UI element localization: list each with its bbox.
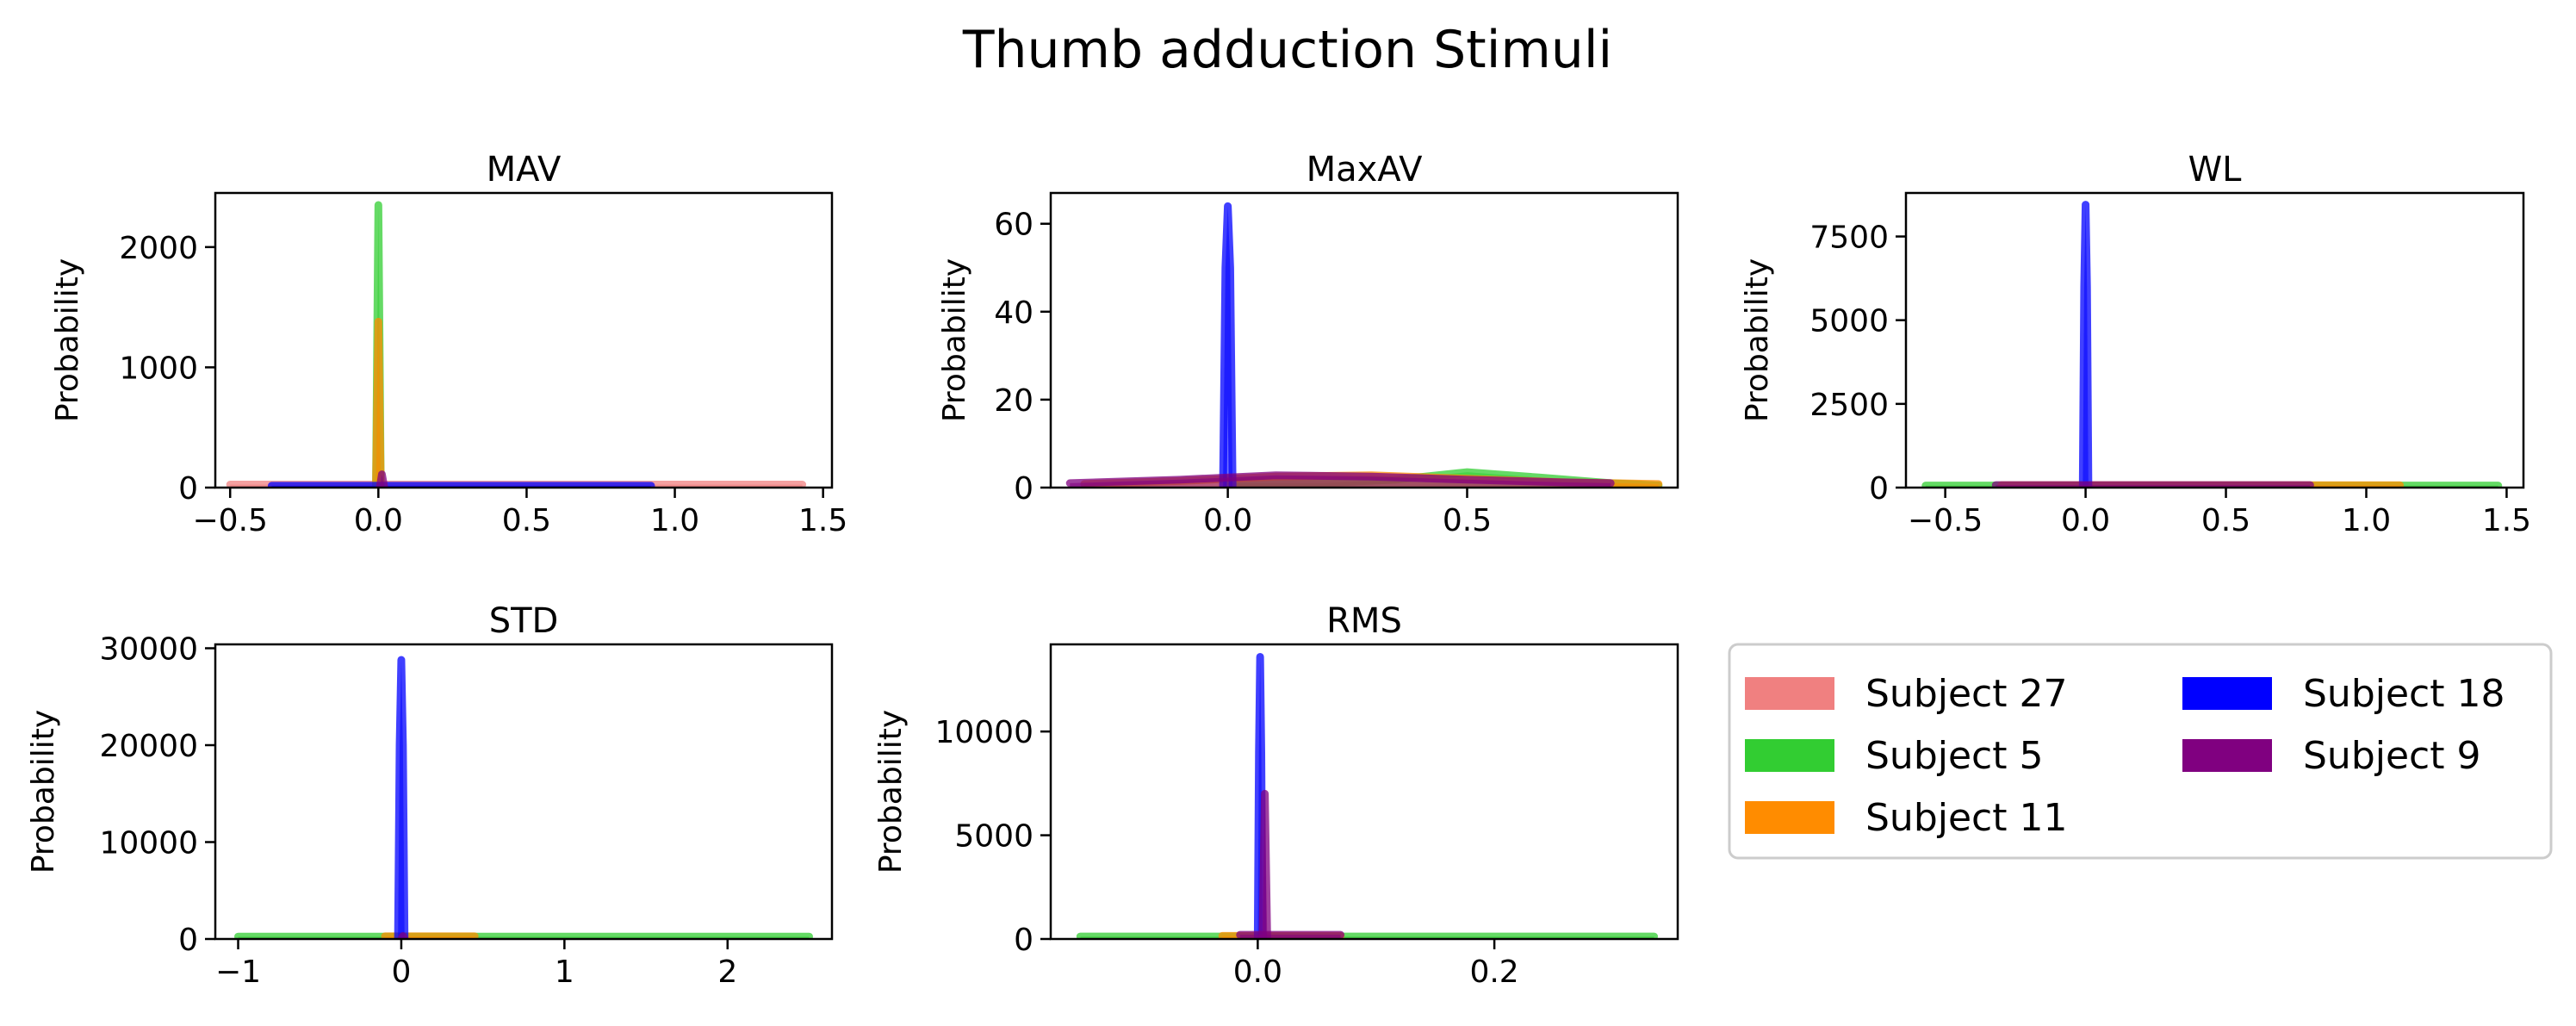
subplot-rms: RMS Probability 0.0 0.2 0 5000 10000	[873, 601, 1679, 990]
xtick-label: 1.0	[650, 503, 699, 538]
subplot-std: STD Probability −1 0 1 2 0 10000 20000 30000	[26, 601, 834, 990]
xtick-label: −0.5	[193, 503, 268, 538]
ylabel-std: Probability	[26, 710, 61, 874]
legend-swatch	[1745, 739, 1834, 772]
plot-area-maxav	[1065, 202, 1663, 488]
axes-frame-std	[214, 643, 834, 941]
xtick-label: 2	[717, 954, 737, 990]
ytick-label: 7500	[1809, 221, 1889, 256]
ytick-label: 2500	[1809, 388, 1889, 423]
series-line-subject-11	[372, 317, 385, 488]
ylabel-maxav: Probability	[937, 258, 972, 422]
xtick-label: 0.2	[1469, 954, 1518, 990]
legend-label: Subject 5	[1865, 734, 2043, 778]
ytick-label: 10000	[934, 715, 1034, 750]
legend-label: Subject 18	[2303, 672, 2505, 716]
ytick-label: 1000	[119, 351, 198, 386]
xtick-label: 0.0	[1233, 954, 1282, 990]
series-line-subject-9	[1065, 471, 1615, 488]
ytick-label: 40	[994, 295, 1034, 331]
axes-frame-wl	[1904, 191, 2525, 489]
ytick-label: 20000	[99, 729, 198, 764]
series-line-subject-9	[1258, 789, 1271, 939]
axes-frame-mav	[214, 191, 834, 489]
ytick-label: 30000	[99, 632, 198, 668]
xtick-label: 0.5	[2201, 503, 2250, 538]
legend-item-subject-11: Subject 11	[1745, 796, 2067, 840]
legend-label: Subject 11	[1865, 796, 2067, 840]
series-line-subject-18	[394, 656, 409, 939]
legend-swatch	[2182, 677, 2272, 710]
xtick-label: 0.0	[1203, 503, 1252, 538]
ylabel-rms: Probability	[873, 710, 909, 874]
xtick-label: 1	[555, 954, 574, 990]
xtick-label: 1.5	[2482, 503, 2531, 538]
xtick-label: 0.0	[354, 503, 403, 538]
ytick-label: 0	[1014, 923, 1034, 958]
xtick-label: 1.5	[798, 503, 847, 538]
xtick-label: −0.5	[1908, 503, 1983, 538]
ytick-label: 0	[1869, 471, 1889, 507]
legend-label: Subject 27	[1865, 672, 2067, 716]
subplot-mav: MAV Probability −0.5 0.0 0.5 1.0 1.5 0 1000 2000	[50, 150, 847, 538]
legend: Subject 27 Subject 5 Subject 11 Subject 18 S…	[1728, 643, 2553, 860]
ytick-label: 2000	[119, 231, 198, 266]
series-line-subject-18	[1219, 202, 1237, 488]
subplot-wl: WL Probability −0.5 0.0 0.5 1.0 1.5 0 2500 5000 75…	[1740, 150, 2531, 538]
ytick-label: 20	[994, 383, 1034, 419]
series-line-subject-18	[2078, 201, 2093, 488]
subplot-title-maxav: MaxAV	[1307, 150, 1424, 190]
xtick-label: 0	[391, 954, 411, 990]
ytick-label: 0	[1014, 471, 1034, 507]
xtick-label: −1	[215, 954, 261, 990]
axes-frame-maxav	[1049, 191, 1679, 489]
legend-swatch	[1745, 801, 1834, 834]
series-line-subject-9	[376, 470, 388, 488]
series-fill-subject-9	[1070, 475, 1611, 488]
axes-frame-rms	[1049, 643, 1679, 941]
ylabel-wl: Probability	[1740, 258, 1775, 422]
legend-label: Subject 9	[2303, 734, 2480, 778]
ytick-label: 60	[994, 208, 1034, 243]
subplot-title-mav: MAV	[487, 150, 562, 190]
ylabel-mav: Probability	[50, 258, 85, 422]
legend-item-subject-5: Subject 5	[1745, 734, 2043, 778]
xtick-label: 0.0	[2061, 503, 2110, 538]
legend-item-subject-9: Subject 9	[2182, 734, 2480, 778]
subplot-title-std: STD	[489, 601, 559, 641]
subplot-maxav: MaxAV Probability 0.0 0.5 0 20 40 60	[937, 150, 1679, 538]
plot-area-std	[234, 656, 813, 939]
legend-item-subject-27: Subject 27	[1745, 672, 2067, 716]
ytick-label: 0	[178, 923, 198, 958]
legend-swatch	[1745, 677, 1834, 710]
subplot-title-rms: RMS	[1326, 601, 1402, 641]
ytick-label: 5000	[1809, 304, 1889, 339]
legend-swatch	[2182, 739, 2272, 772]
subplot-title-wl: WL	[2188, 150, 2243, 190]
xtick-label: 1.0	[2342, 503, 2391, 538]
ytick-label: 10000	[99, 826, 198, 861]
xtick-label: 0.5	[502, 503, 551, 538]
xtick-label: 0.5	[1443, 503, 1492, 538]
figure-title: Thumb adduction Stimuli	[962, 20, 1612, 80]
ytick-label: 5000	[954, 819, 1034, 855]
ytick-label: 0	[178, 471, 198, 507]
legend-item-subject-18: Subject 18	[2182, 672, 2505, 716]
legend-frame	[1728, 643, 2553, 860]
